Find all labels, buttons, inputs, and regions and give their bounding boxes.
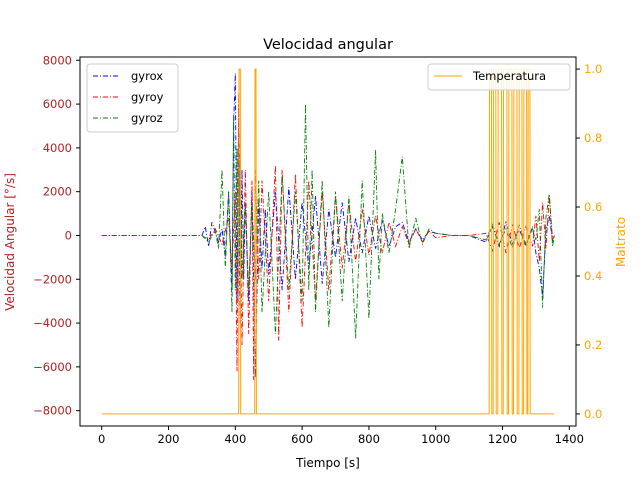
legend-label-gyrox: gyrox bbox=[131, 69, 163, 83]
y-tick-label: 4000 bbox=[43, 141, 72, 155]
y2-tick-label: 0.4 bbox=[584, 269, 602, 283]
y-tick-label: 6000 bbox=[43, 97, 72, 111]
y2-tick-label: 0.0 bbox=[584, 407, 602, 421]
legend-right-box bbox=[427, 63, 571, 91]
y-tick-label: −2000 bbox=[33, 272, 72, 286]
y-axis-right-label: Maltrato bbox=[614, 217, 628, 267]
legend-left: gyrox gyroy gyroz bbox=[86, 63, 179, 133]
y2-tick-label: 0.2 bbox=[584, 338, 602, 352]
legend-label-gyroz: gyroz bbox=[131, 111, 163, 125]
legend-label-temperatura: Temperatura bbox=[472, 69, 546, 83]
x-axis: 0 200 400 600 800 1000 1200 1400 bbox=[98, 426, 584, 446]
x-axis-label: Tiempo [s] bbox=[295, 456, 360, 470]
legend-label-gyroy: gyroy bbox=[131, 90, 164, 104]
series-line-gyroz bbox=[101, 104, 555, 339]
y-tick-label: 8000 bbox=[43, 53, 72, 67]
y-tick-label: −6000 bbox=[33, 360, 72, 374]
chart-title: Velocidad angular bbox=[263, 37, 393, 53]
y-tick-label: −8000 bbox=[33, 404, 72, 418]
y2-tick-label: 1.0 bbox=[584, 62, 602, 76]
y-axis-left-label: Velocidad Angular [°/s] bbox=[3, 173, 17, 311]
x-tick-label: 200 bbox=[158, 432, 180, 446]
series-line-gyroy bbox=[101, 93, 555, 381]
y-axis-right: 0.0 0.2 0.4 0.6 0.8 1.0 bbox=[576, 62, 602, 421]
y-tick-label: 0 bbox=[65, 228, 72, 242]
x-tick-label: 1400 bbox=[555, 432, 584, 446]
y-axis-left: −8000 −6000 −4000 −2000 0 2000 4000 6000 8000 bbox=[33, 53, 80, 418]
x-tick-label: 1200 bbox=[488, 432, 517, 446]
y2-tick-label: 0.8 bbox=[584, 131, 602, 145]
series-line-gyrox bbox=[101, 73, 555, 378]
x-tick-label: 800 bbox=[358, 432, 380, 446]
x-tick-label: 1000 bbox=[421, 432, 450, 446]
y-tick-label: −4000 bbox=[33, 316, 72, 330]
y2-tick-label: 0.6 bbox=[584, 200, 602, 214]
legend-right: Temperatura bbox=[427, 63, 571, 91]
x-tick-label: 0 bbox=[98, 432, 105, 446]
legend-left-box bbox=[86, 63, 179, 133]
x-tick-label: 600 bbox=[291, 432, 313, 446]
plot-frame bbox=[79, 56, 577, 427]
x-tick-label: 400 bbox=[224, 432, 246, 446]
y-tick-label: 2000 bbox=[43, 185, 72, 199]
